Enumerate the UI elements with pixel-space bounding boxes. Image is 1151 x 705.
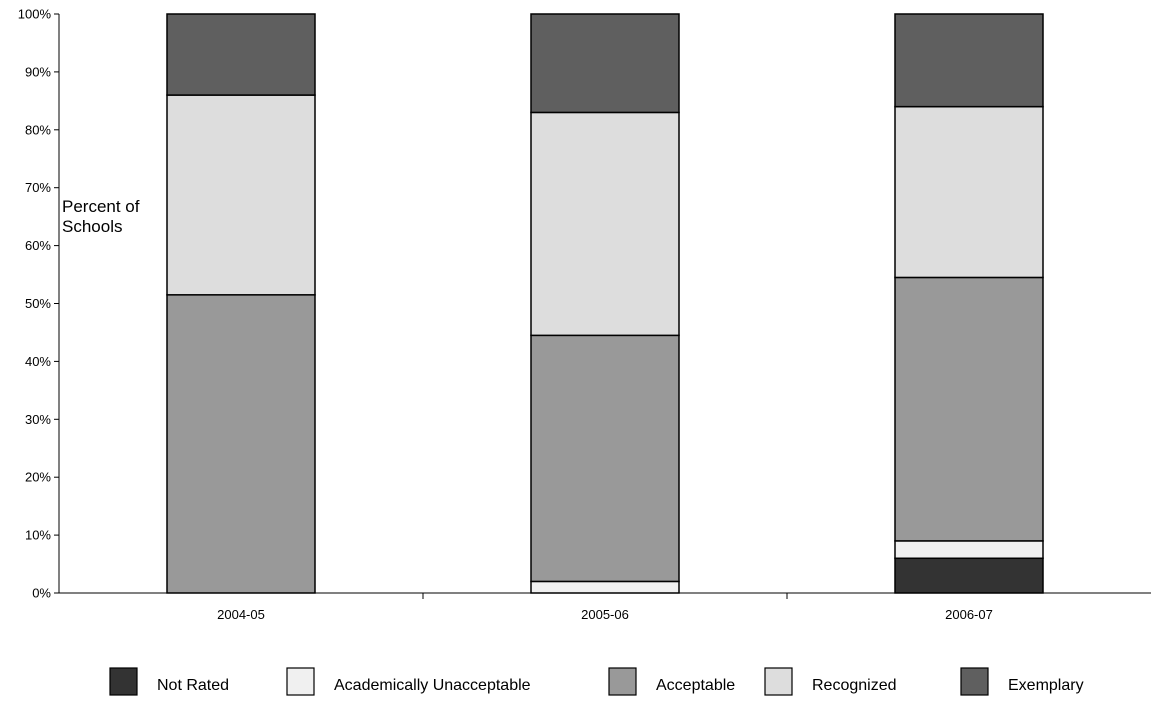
y-tick-label: 50% xyxy=(25,296,51,311)
y-axis-label-line-1: Percent of xyxy=(62,197,140,216)
bar-segment-2006-07-not-rated xyxy=(894,557,1044,594)
y-tick-label: 20% xyxy=(25,470,51,485)
y-tick-label: 0% xyxy=(32,586,51,601)
legend-swatch xyxy=(286,667,315,696)
legend-label: Not Rated xyxy=(157,677,229,694)
x-tick-label: 2006-07 xyxy=(945,607,993,622)
x-tick-label: 2004-05 xyxy=(217,607,265,622)
legend-swatch xyxy=(960,667,989,696)
bar-segment-2006-07-recognized xyxy=(894,105,1044,279)
bar-segment-2006-07-exemplary xyxy=(894,13,1044,108)
legend-swatch xyxy=(608,667,637,696)
bar-segment-2005-06-acceptable xyxy=(530,334,680,583)
plot-area xyxy=(166,13,1044,594)
y-tick-label: 10% xyxy=(25,528,51,543)
y-tick-label: 90% xyxy=(25,64,51,79)
y-tick-label: 80% xyxy=(25,122,51,137)
bar-segment-2004-05-acceptable xyxy=(166,294,316,594)
legend-item-acceptable: Acceptable xyxy=(608,667,735,696)
y-tick-label: 60% xyxy=(25,238,51,253)
legend-label: Acceptable xyxy=(656,677,735,694)
bar-segment-2005-06-recognized xyxy=(530,111,680,337)
y-tick-label: 100% xyxy=(18,7,52,22)
bar-segment-2006-07-acceptable xyxy=(894,276,1044,542)
legend: Not Rated Academically Unacceptable Accept… xyxy=(109,667,1084,696)
legend-item-recognized: Recognized xyxy=(764,667,897,696)
bar-segment-2004-05-recognized xyxy=(166,94,316,296)
legend-item-exemplary: Exemplary xyxy=(960,667,1084,696)
x-axis: 2004-05 2005-06 2006-07 xyxy=(59,592,1151,622)
y-tick-label: 40% xyxy=(25,354,51,369)
legend-label: Recognized xyxy=(812,677,897,694)
y-tick-label: 70% xyxy=(25,180,51,195)
bar-segment-2004-05-exemplary xyxy=(166,13,316,96)
y-tick-label: 30% xyxy=(25,412,51,427)
bar-segment-2006-07-academically-unacceptable xyxy=(894,540,1044,560)
legend-label: Academically Unacceptable xyxy=(334,677,531,694)
legend-label: Exemplary xyxy=(1008,677,1084,694)
bar-segment-2005-06-academically-unacceptable xyxy=(530,580,680,594)
y-axis: 0% 10% 20% 30% 40% 50% 60% 70% 80% 90% 100% xyxy=(18,7,60,601)
legend-swatch xyxy=(764,667,793,696)
y-axis-label-line-2: Schools xyxy=(62,217,122,236)
legend-item-not-rated: Not Rated xyxy=(109,667,229,696)
legend-item-academically-unacceptable: Academically Unacceptable xyxy=(286,667,531,696)
bar-segment-2005-06-exemplary xyxy=(530,13,680,114)
legend-swatch xyxy=(109,667,138,696)
y-axis-label: Percent of Schools xyxy=(62,197,144,236)
x-tick-label: 2005-06 xyxy=(581,607,629,622)
